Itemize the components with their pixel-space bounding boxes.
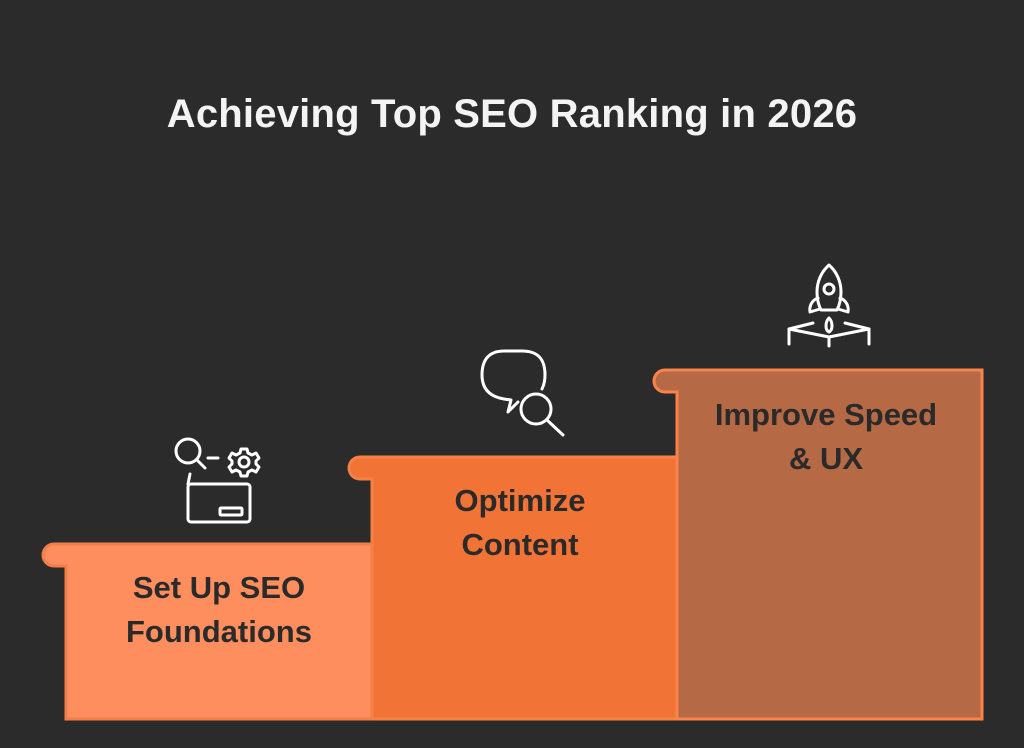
step-2-label-line1: Optimize — [454, 483, 586, 518]
step-2-label: Optimize Content — [372, 479, 668, 567]
step-3-block — [652, 368, 984, 721]
search-gear-box-icon — [170, 432, 270, 527]
chat-bubble-search-icon — [478, 347, 573, 439]
step-1-label-line2: Foundations — [126, 614, 312, 649]
step-2-label-line2: Content — [461, 527, 579, 562]
step-3-label-line1: Improve Speed — [714, 397, 938, 432]
diagram-title: Achieving Top SEO Ranking in 2026 — [166, 92, 858, 136]
step-3-label-line2: & UX — [788, 441, 864, 476]
step-3-label: Improve Speed & UX — [677, 393, 975, 481]
rocket-launch-platform-icon — [783, 260, 878, 352]
step-1-label-line1: Set Up SEO — [132, 570, 306, 605]
step-1-label: Set Up SEO Foundations — [66, 566, 372, 654]
step-1-block — [41, 542, 382, 721]
step-2-block — [347, 455, 682, 721]
